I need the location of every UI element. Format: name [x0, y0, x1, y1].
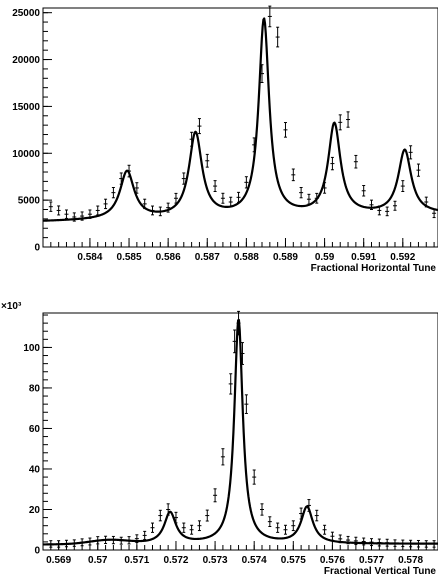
data-point — [103, 198, 108, 210]
data-point — [299, 186, 304, 199]
x-axis-title: Fractional Horizontal Tune — [311, 263, 437, 274]
y-tick-label: 10000 — [12, 149, 40, 160]
x-tick-label: 0.589 — [273, 252, 298, 263]
data-point — [244, 394, 249, 414]
data-point — [330, 156, 335, 171]
y-axis-multiplier: ×10³ — [1, 301, 22, 312]
y-tick-label: 20 — [29, 505, 41, 516]
x-tick-label: 0.576 — [320, 555, 345, 566]
x-tick-label: 0.573 — [203, 555, 228, 566]
data-point — [56, 205, 61, 216]
x-tick-label: 0.588 — [234, 252, 259, 263]
data-point — [400, 180, 405, 193]
y-tick-label: 60 — [29, 424, 41, 435]
data-point — [408, 145, 413, 160]
x-tick-label: 0.592 — [390, 252, 415, 263]
x-tick-label: 0.575 — [281, 555, 306, 566]
y-tick-label: 5000 — [18, 196, 41, 207]
x-tick-label: 0.577 — [359, 555, 384, 566]
x-tick-label: 0.59 — [315, 252, 335, 263]
data-point — [205, 509, 210, 522]
data-point — [220, 448, 225, 466]
y-tick-label: 80 — [29, 383, 41, 394]
data-point — [181, 172, 186, 185]
data-point — [361, 185, 366, 197]
data-point — [181, 522, 186, 533]
data-point — [252, 469, 257, 485]
data-point — [150, 522, 155, 533]
data-point — [361, 537, 366, 546]
data-point — [213, 180, 218, 193]
chart-horizontal-tune: 0 5000 10000 15000 20000 25000 0.584 0.585 0.586… — [12, 5, 438, 274]
x-tick-label: 0.584 — [77, 252, 102, 263]
x-axis-title: Fractional Vertical Tune — [324, 566, 437, 577]
data-point — [142, 530, 147, 540]
data-point — [189, 524, 194, 535]
x-tick-label: 0.591 — [351, 252, 376, 263]
data-point — [111, 186, 116, 199]
x-tick-label: 0.57 — [88, 555, 108, 566]
x-tick-label: 0.572 — [163, 555, 188, 566]
data-point — [306, 193, 311, 205]
chart-vertical-tune: 0 20 40 60 80 100 0.569 0.57 0.571 0.572 0.573 0.57… — [1, 301, 438, 577]
data-point — [48, 201, 53, 212]
data-point — [283, 524, 288, 535]
x-tick-label: 0.586 — [156, 252, 181, 263]
data-point — [322, 524, 327, 535]
data-point — [213, 488, 218, 503]
y-tick-label: 0 — [34, 243, 40, 254]
x-tick-label: 0.574 — [242, 555, 267, 566]
y-tick-label: 25000 — [12, 8, 40, 19]
data-point — [220, 192, 225, 204]
y-tick-label: 100 — [23, 343, 40, 354]
data-point — [283, 122, 288, 138]
data-point — [64, 209, 69, 219]
x-tick-label: 0.587 — [195, 252, 220, 263]
x-tick-label: 0.585 — [117, 252, 142, 263]
data-point — [166, 202, 171, 213]
data-point — [267, 5, 272, 28]
y-tick-label: 40 — [29, 464, 41, 475]
data-point — [314, 509, 319, 522]
data-point — [330, 531, 335, 541]
plot-frame — [42, 7, 438, 248]
x-tick-label: 0.569 — [46, 555, 71, 566]
x-tick-label: 0.578 — [398, 555, 423, 566]
y-tick-label: 15000 — [12, 102, 40, 113]
data-point — [275, 522, 280, 533]
data-point — [416, 163, 421, 177]
data-point — [95, 205, 100, 216]
data-point — [158, 509, 163, 522]
data-point — [353, 154, 358, 169]
data-point — [291, 520, 296, 532]
data-point — [197, 118, 202, 135]
data-point — [346, 111, 351, 128]
data-point — [275, 26, 280, 48]
data-point — [385, 206, 390, 217]
data-point — [291, 168, 296, 182]
y-tick-label: 0 — [34, 546, 40, 557]
data-point — [346, 535, 351, 545]
y-tick-label: 20000 — [12, 55, 40, 66]
data-point — [338, 114, 343, 131]
plot-frame — [42, 312, 438, 551]
data-point — [205, 153, 210, 168]
data-point — [134, 182, 139, 194]
data-point — [197, 520, 202, 532]
x-tick-label: 0.571 — [124, 555, 149, 566]
data-point — [267, 516, 272, 528]
data-point — [260, 503, 265, 516]
fit-curve — [42, 318, 438, 546]
fit-curve — [42, 17, 438, 222]
data-point — [369, 538, 374, 547]
data-point — [392, 200, 397, 211]
data-point — [228, 373, 233, 395]
